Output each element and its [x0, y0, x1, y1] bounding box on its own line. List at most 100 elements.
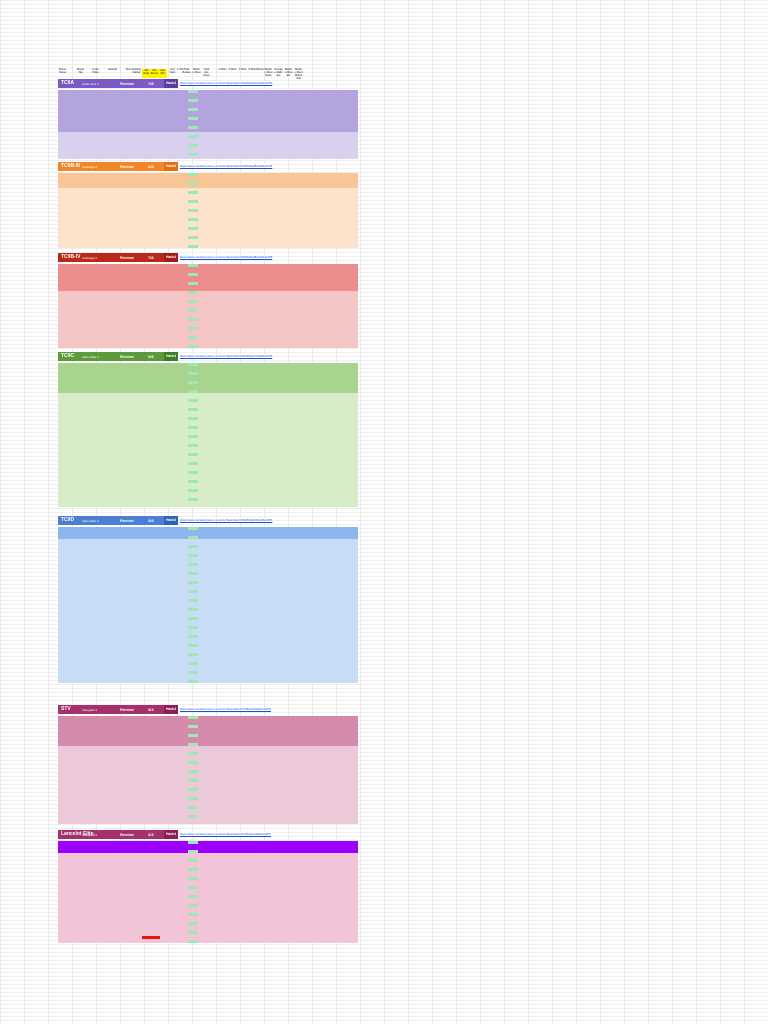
- team-link[interactable]: https://www.murdermystery.com/co/c/TeamC…: [180, 163, 273, 168]
- table-row[interactable]: [58, 530, 358, 533]
- column-header[interactable]: Invite Pulse: [92, 68, 99, 74]
- table-row[interactable]: [58, 662, 358, 665]
- table-row[interactable]: [58, 267, 358, 270]
- column-header[interactable]: 7 Wins: [238, 68, 247, 71]
- table-row[interactable]: [58, 212, 358, 215]
- column-header[interactable]: Last 300: [158, 69, 167, 78]
- column-header[interactable]: 1 Win: [177, 68, 184, 71]
- table-row[interactable]: [58, 384, 358, 387]
- table-row[interactable]: [58, 426, 358, 429]
- table-row[interactable]: [58, 557, 358, 560]
- table-row[interactable]: [58, 800, 358, 803]
- table-row[interactable]: [58, 626, 358, 629]
- table-row[interactable]: [58, 206, 358, 209]
- table-row[interactable]: [58, 608, 358, 611]
- table-row[interactable]: [58, 782, 358, 785]
- table-row[interactable]: [58, 93, 358, 96]
- table-row[interactable]: [58, 773, 358, 776]
- table-row[interactable]: [58, 462, 358, 465]
- table-row[interactable]: [58, 411, 358, 414]
- table-row[interactable]: [58, 402, 358, 405]
- table-row[interactable]: [58, 674, 358, 677]
- table-row[interactable]: [58, 898, 358, 901]
- table-row[interactable]: [58, 273, 358, 276]
- table-row[interactable]: [58, 182, 358, 185]
- table-row[interactable]: [58, 399, 358, 402]
- table-row[interactable]: [58, 734, 358, 737]
- table-row[interactable]: [58, 173, 358, 176]
- table-row[interactable]: [58, 363, 358, 366]
- table-row[interactable]: [58, 752, 358, 755]
- table-row[interactable]: [58, 306, 358, 309]
- table-row[interactable]: [58, 429, 358, 432]
- table-row[interactable]: [58, 785, 358, 788]
- table-row[interactable]: [58, 288, 358, 291]
- table-row[interactable]: [58, 135, 358, 138]
- table-row[interactable]: [58, 665, 358, 668]
- table-row[interactable]: [58, 653, 358, 656]
- table-row[interactable]: [58, 758, 358, 761]
- table-row[interactable]: [58, 614, 358, 617]
- table-row[interactable]: [58, 438, 358, 441]
- table-row[interactable]: [58, 99, 358, 102]
- table-row[interactable]: [58, 716, 358, 719]
- column-header[interactable]: Medium Best: [192, 68, 201, 74]
- table-row[interactable]: [58, 318, 358, 321]
- table-row[interactable]: [58, 578, 358, 581]
- table-row[interactable]: [58, 132, 358, 135]
- table-row[interactable]: [58, 596, 358, 599]
- table-row[interactable]: [58, 129, 358, 132]
- table-row[interactable]: [58, 375, 358, 378]
- table-row[interactable]: [58, 931, 358, 934]
- table-row[interactable]: [58, 671, 358, 674]
- table-row[interactable]: [58, 539, 358, 542]
- table-row[interactable]: [58, 650, 358, 653]
- table-row[interactable]: [58, 276, 358, 279]
- column-header[interactable]: Medium Best Differential: [294, 68, 303, 80]
- table-row[interactable]: [58, 90, 358, 93]
- table-row[interactable]: [58, 330, 358, 333]
- table-row[interactable]: [58, 336, 358, 339]
- column-header[interactable]: Dueling Rating: [132, 68, 141, 74]
- table-row[interactable]: [58, 677, 358, 680]
- column-header[interactable]: Total Elo Rank: [203, 68, 210, 77]
- table-row[interactable]: [58, 218, 358, 221]
- table-row[interactable]: [58, 919, 358, 922]
- table-row[interactable]: [58, 138, 358, 141]
- table-row[interactable]: [58, 291, 358, 294]
- table-row[interactable]: [58, 856, 358, 859]
- table-row[interactable]: [58, 504, 358, 507]
- team-link[interactable]: https://www.murdermystery.com/co/c/TeamC…: [180, 517, 273, 522]
- table-row[interactable]: [58, 381, 358, 384]
- column-header[interactable]: Avg Stars: [169, 68, 176, 74]
- table-row[interactable]: [58, 156, 358, 159]
- table-row[interactable]: [58, 417, 358, 420]
- table-row[interactable]: [58, 803, 358, 806]
- table-row[interactable]: [58, 892, 358, 895]
- table-row[interactable]: [58, 587, 358, 590]
- team-link[interactable]: https://www.murdermystery.com/co/c/TeamC…: [180, 353, 273, 358]
- table-row[interactable]: [58, 916, 358, 919]
- table-row[interactable]: [58, 176, 358, 179]
- table-row[interactable]: [58, 264, 358, 267]
- table-row[interactable]: [58, 809, 358, 812]
- table-row[interactable]: [58, 423, 358, 426]
- table-row[interactable]: [58, 459, 358, 462]
- table-row[interactable]: [58, 279, 358, 282]
- column-header[interactable]: Medium Best Elo: [284, 68, 293, 77]
- table-row[interactable]: [58, 536, 358, 539]
- table-row[interactable]: [58, 498, 358, 501]
- table-row[interactable]: [58, 907, 358, 910]
- table-row[interactable]: [58, 850, 358, 853]
- table-row[interactable]: [58, 904, 358, 907]
- table-row[interactable]: [58, 227, 358, 230]
- table-row[interactable]: [58, 270, 358, 273]
- table-row[interactable]: [58, 740, 358, 743]
- table-row[interactable]: [58, 309, 358, 312]
- table-row[interactable]: [58, 563, 358, 566]
- table-row[interactable]: [58, 414, 358, 417]
- table-row[interactable]: [58, 141, 358, 144]
- table-row[interactable]: [58, 569, 358, 572]
- team-link[interactable]: https://www.murdermystery.com/co/c/TeamC…: [180, 831, 271, 836]
- table-row[interactable]: [58, 749, 358, 752]
